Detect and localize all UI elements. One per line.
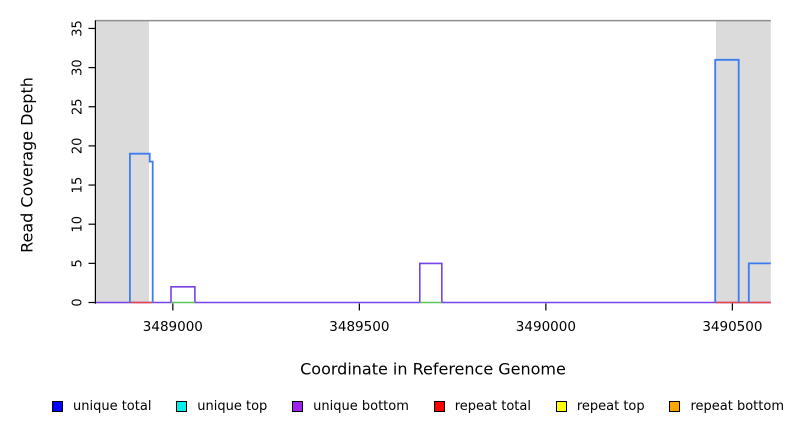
y-tick-label: 30 bbox=[71, 59, 86, 76]
unique-bottom-swatch-icon bbox=[292, 400, 304, 412]
unique-top-swatch-icon bbox=[176, 400, 188, 412]
y-tick-label: 25 bbox=[71, 98, 86, 115]
x-tick-label: 3490000 bbox=[516, 319, 576, 335]
x-tick-label: 3489500 bbox=[329, 319, 389, 335]
legend-label: repeat total bbox=[454, 398, 531, 414]
x-axis-title: Coordinate in Reference Genome bbox=[300, 359, 566, 379]
x-tick-label: 3489000 bbox=[143, 319, 203, 335]
legend-item-repeat-top: repeat top bbox=[555, 398, 645, 414]
legend-label: unique total bbox=[73, 398, 152, 414]
unique-total-swatch-icon bbox=[52, 400, 63, 412]
legend-label: repeat bottom bbox=[690, 398, 784, 414]
legend-item-unique-total: unique total bbox=[52, 399, 151, 414]
repeat-top-swatch-icon bbox=[555, 400, 567, 412]
y-tick-label: 10 bbox=[71, 216, 86, 233]
y-axis-title: Read Coverage Depth bbox=[17, 77, 37, 253]
series-unique-bottom bbox=[96, 262, 771, 304]
shaded-region bbox=[96, 20, 149, 304]
repeat-bottom-swatch-icon bbox=[669, 400, 681, 412]
legend-item-unique-top: unique top bbox=[176, 399, 267, 414]
series-unique-total bbox=[714, 58, 740, 303]
series-unique-total bbox=[747, 262, 771, 303]
repeat-total-swatch-icon bbox=[433, 400, 445, 412]
series-unique-total bbox=[128, 152, 154, 303]
y-tick-label: 0 bbox=[71, 298, 86, 306]
y-tick-label: 15 bbox=[71, 177, 86, 194]
x-tick-label: 3490500 bbox=[702, 319, 762, 335]
y-tick-label: 5 bbox=[71, 259, 86, 267]
legend-item-unique-bottom: unique bottom bbox=[292, 399, 409, 414]
legend-label: unique bottom bbox=[313, 398, 409, 414]
legend-item-repeat-bottom: repeat bottom bbox=[669, 399, 784, 414]
y-tick-label: 35 bbox=[71, 20, 86, 37]
shaded-region bbox=[715, 20, 771, 304]
legend-label: unique top bbox=[197, 398, 268, 414]
legend: unique total unique top unique bottom re… bbox=[52, 397, 784, 415]
y-tick-label: 20 bbox=[71, 138, 86, 155]
legend-label: repeat top bbox=[576, 398, 645, 414]
legend-item-repeat-total: repeat total bbox=[433, 398, 531, 414]
